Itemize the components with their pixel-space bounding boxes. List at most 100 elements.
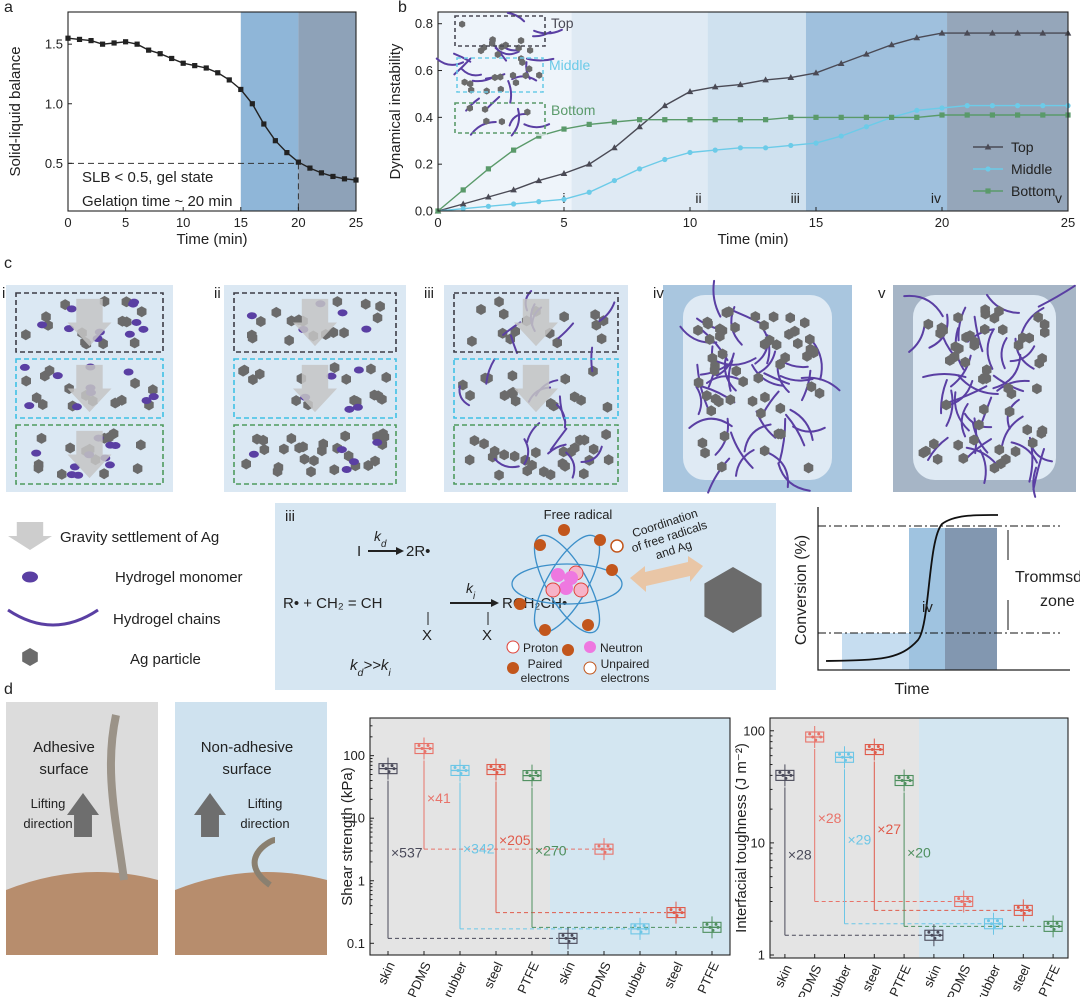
label: Proton [523, 641, 558, 655]
data-point [561, 126, 567, 132]
proton [545, 582, 561, 598]
ag-particle [479, 438, 489, 450]
text-part: k [350, 657, 359, 674]
subscript: d [358, 667, 365, 679]
settle-arrow [8, 522, 52, 550]
data-point [238, 86, 244, 93]
ag-particle [935, 327, 945, 339]
text-part: k [381, 657, 390, 674]
ag-particle [709, 365, 720, 376]
hydrogel-chain [960, 403, 969, 438]
sample-dot [672, 911, 676, 915]
data-point [460, 187, 466, 193]
hydrogel-chain [730, 431, 754, 469]
data-point [1014, 29, 1021, 36]
sample-dot [390, 764, 394, 768]
label: R• + CH₂ = CH [283, 595, 382, 612]
ag-particle [497, 85, 504, 93]
monomer [69, 463, 80, 471]
ag-particle [286, 433, 297, 444]
hydrogel-chain [777, 462, 811, 492]
data-point [560, 170, 568, 177]
unpaired-icon [583, 661, 597, 675]
data-point [330, 173, 336, 180]
group-bg [550, 718, 730, 955]
ag-particle [375, 300, 385, 312]
plot-frame [769, 717, 1069, 959]
ag-particle [918, 447, 929, 459]
data-point [662, 156, 668, 163]
lift-arrow [194, 793, 226, 837]
x-axis-label: Time (min) [717, 231, 788, 248]
data-point [341, 176, 348, 182]
sample-dot [933, 936, 937, 940]
sample-dot [714, 922, 718, 926]
x-tick-label: 20 [935, 215, 949, 230]
sample-dot [711, 928, 715, 932]
ag-particle [759, 320, 769, 331]
hydrogel-chain [789, 408, 814, 441]
inset-label: Middle [549, 57, 590, 73]
layer-box [15, 424, 164, 485]
legend-label: Ag particle [130, 651, 201, 668]
ag-particle [465, 390, 475, 401]
y-tick-label: 1 [758, 947, 765, 962]
ag-particle [524, 108, 531, 116]
ag-particle [497, 73, 504, 81]
layer-box [15, 358, 164, 419]
hydrogel-chain [547, 443, 567, 455]
data-point [711, 83, 719, 90]
x-tick-label: skin [920, 962, 943, 989]
sample-dot [966, 896, 970, 900]
data-point [863, 124, 870, 130]
monomer [124, 330, 135, 338]
sample-dot [1052, 927, 1056, 931]
data-point [460, 206, 466, 212]
ratio-label: ×28 [788, 846, 812, 862]
ag-particle [258, 434, 268, 446]
ag-particle [248, 374, 258, 386]
sample-dot [387, 770, 391, 774]
data-point [485, 203, 491, 209]
sample-dot [567, 939, 571, 943]
ag-particle [697, 437, 708, 449]
ag-particle [531, 447, 541, 459]
ag-particle [706, 405, 716, 417]
x-tick-label: PTFE [514, 959, 542, 996]
annotation: SLB < 0.5, gel state [82, 169, 213, 186]
ratio-label: ×27 [877, 821, 901, 837]
subscript: d [381, 539, 387, 550]
ag-particle [494, 296, 504, 308]
data-point [88, 37, 94, 44]
ratio-label: ×537 [391, 844, 423, 860]
ag-particle [974, 419, 984, 431]
hydrogel-chain [688, 417, 733, 429]
ag-particle [693, 377, 704, 389]
y-tick-label: 0.5 [45, 156, 63, 171]
electron [594, 534, 606, 546]
sample-dot [811, 735, 815, 739]
ag-particle [132, 463, 143, 475]
ag-particle [591, 319, 602, 331]
hydrogel-chain [986, 328, 995, 370]
lift-arrow [67, 793, 99, 837]
data-point [157, 51, 163, 57]
ag-particle [329, 464, 340, 476]
y-tick-label: 0.6 [415, 63, 433, 78]
data-point [661, 102, 669, 109]
monomer [352, 403, 363, 411]
panel-label: a [4, 0, 13, 16]
ag-particle [31, 392, 42, 404]
data-point [686, 88, 694, 95]
x-tick-label: 0 [64, 215, 71, 230]
ag-particle [569, 391, 580, 403]
ag-particle [467, 80, 474, 88]
ag-particle [65, 442, 75, 454]
label: 2R• [406, 543, 430, 560]
text-part: k [374, 528, 382, 544]
data-point [989, 103, 996, 109]
data-point [1040, 103, 1046, 109]
ag-particle [559, 311, 569, 323]
ag-particle [725, 394, 736, 406]
formula: kd [374, 528, 387, 550]
